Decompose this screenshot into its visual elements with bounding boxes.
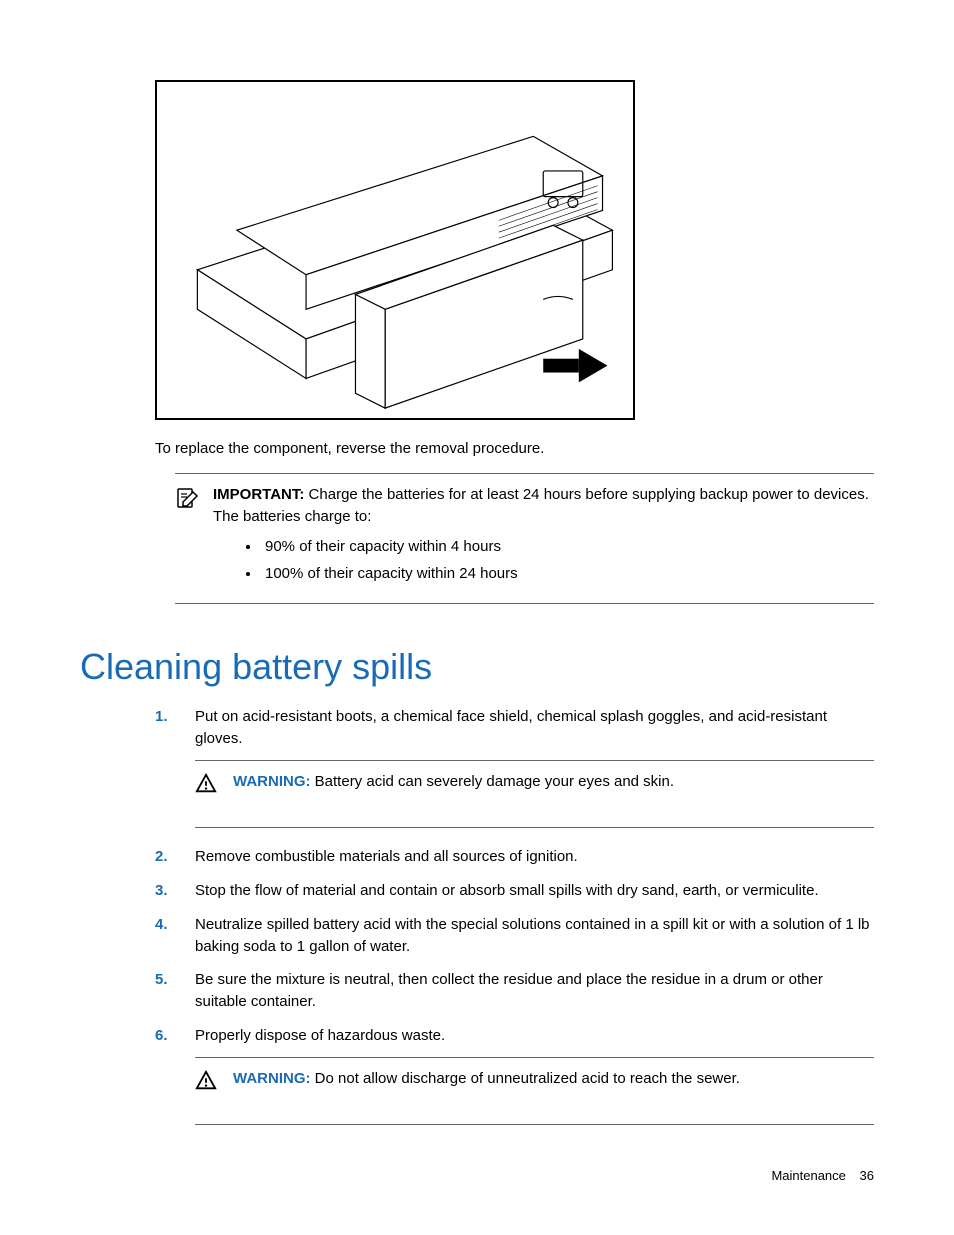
warning-2-label: WARNING:: [233, 1070, 311, 1087]
footer-section: Maintenance: [771, 1168, 845, 1183]
warning-1-text: Battery acid can severely damage your ey…: [311, 773, 675, 790]
step-2-num: 2.: [155, 846, 168, 868]
step-6: 6. Properly dispose of hazardous waste. …: [155, 1025, 874, 1126]
step-5-text: Be sure the mixture is neutral, then col…: [195, 971, 823, 1010]
step-2-text: Remove combustible materials and all sou…: [195, 848, 578, 865]
ups-diagram: [157, 82, 633, 418]
important-label: IMPORTANT:: [213, 486, 304, 503]
step-3: 3. Stop the flow of material and contain…: [155, 880, 874, 902]
warning-2-content: WARNING: Do not allow discharge of unneu…: [233, 1068, 874, 1099]
steps-list: 1. Put on acid-resistant boots, a chemic…: [155, 706, 874, 1125]
important-bullets: 90% of their capacity within 4 hours 100…: [261, 536, 874, 586]
warning-2: WARNING: Do not allow discharge of unneu…: [195, 1057, 874, 1126]
figure-battery-removal: [155, 80, 635, 420]
step-4-num: 4.: [155, 914, 168, 936]
important-note: IMPORTANT: Charge the batteries for at l…: [175, 473, 874, 604]
step-5: 5. Be sure the mixture is neutral, then …: [155, 969, 874, 1013]
step-5-num: 5.: [155, 969, 168, 991]
step-1-text: Put on acid-resistant boots, a chemical …: [195, 708, 827, 747]
step-6-text: Properly dispose of hazardous waste.: [195, 1027, 445, 1044]
step-4-text: Neutralize spilled battery acid with the…: [195, 916, 870, 955]
replace-instruction: To replace the component, reverse the re…: [155, 438, 874, 459]
step-3-text: Stop the flow of material and contain or…: [195, 882, 819, 899]
step-6-num: 6.: [155, 1025, 168, 1047]
step-4: 4. Neutralize spilled battery acid with …: [155, 914, 874, 958]
section-heading: Cleaning battery spills: [80, 646, 874, 688]
note-icon: [175, 484, 213, 591]
warning-icon: [195, 771, 233, 802]
step-2: 2. Remove combustible materials and all …: [155, 846, 874, 868]
important-bullet-0: 90% of their capacity within 4 hours: [261, 536, 874, 558]
warning-1: WARNING: Battery acid can severely damag…: [195, 760, 874, 829]
warning-1-content: WARNING: Battery acid can severely damag…: [233, 771, 874, 802]
warning-icon: [195, 1068, 233, 1099]
step-3-num: 3.: [155, 880, 168, 902]
step-1-num: 1.: [155, 706, 168, 728]
page-footer: Maintenance 36: [771, 1168, 874, 1183]
warning-1-label: WARNING:: [233, 773, 311, 790]
important-bullet-1: 100% of their capacity within 24 hours: [261, 563, 874, 585]
warning-2-text: Do not allow discharge of unneutralized …: [311, 1070, 740, 1087]
footer-page: 36: [860, 1168, 874, 1183]
important-text: Charge the batteries for at least 24 hou…: [213, 486, 869, 525]
step-1: 1. Put on acid-resistant boots, a chemic…: [155, 706, 874, 828]
important-content: IMPORTANT: Charge the batteries for at l…: [213, 484, 874, 591]
